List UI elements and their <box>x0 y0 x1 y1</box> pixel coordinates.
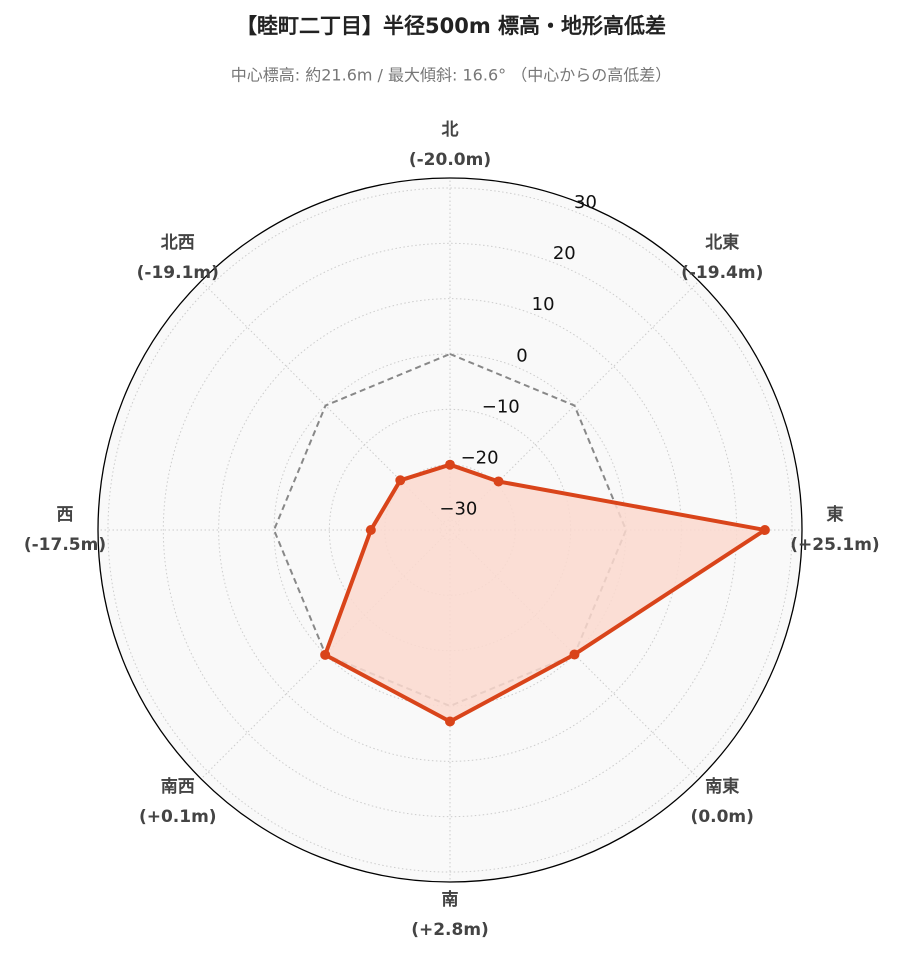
value-label: (-19.1m) <box>137 263 219 283</box>
value-label: (-17.5m) <box>24 535 106 555</box>
r-tick-label: −10 <box>482 396 520 417</box>
chart-subtitle: 中心標高: 約21.6m / 最大傾斜: 16.6° （中心からの高低差） <box>231 66 671 85</box>
plot-border <box>97 177 803 883</box>
category-label: 北 <box>442 120 459 140</box>
category-label: 北東 <box>705 232 739 253</box>
category-label: 南東 <box>705 776 739 797</box>
data-point <box>759 525 770 535</box>
value-label: (+2.8m) <box>411 920 489 940</box>
data-point <box>445 716 455 727</box>
value-label: (+0.1m) <box>139 807 217 827</box>
value-label: (-19.4m) <box>681 263 763 283</box>
data-point <box>395 475 406 486</box>
value-label: (-20.0m) <box>409 150 491 170</box>
category-label: 北西 <box>161 233 195 253</box>
r-tick-label: 0 <box>516 345 527 366</box>
grid-ring <box>107 187 793 873</box>
category-label: 東 <box>827 504 844 525</box>
category-label: 南西 <box>161 776 195 797</box>
data-point <box>320 649 331 660</box>
r-tick-label: 10 <box>532 294 555 315</box>
data-point <box>365 525 376 535</box>
data-point <box>493 476 504 487</box>
value-label: (+25.1m) <box>790 535 879 555</box>
r-tick-label: 20 <box>553 243 576 264</box>
category-label: 西 <box>57 505 74 525</box>
value-label: (0.0m) <box>691 807 754 827</box>
r-tick-label: −30 <box>439 499 477 520</box>
r-tick-label: 30 <box>574 192 597 213</box>
chart-title: 【睦町二丁目】半径500m 標高・地形高低差 <box>236 14 666 38</box>
data-point <box>445 459 455 470</box>
r-tick-label: −20 <box>461 448 499 469</box>
data-point <box>569 649 580 660</box>
category-label: 南 <box>442 889 459 910</box>
